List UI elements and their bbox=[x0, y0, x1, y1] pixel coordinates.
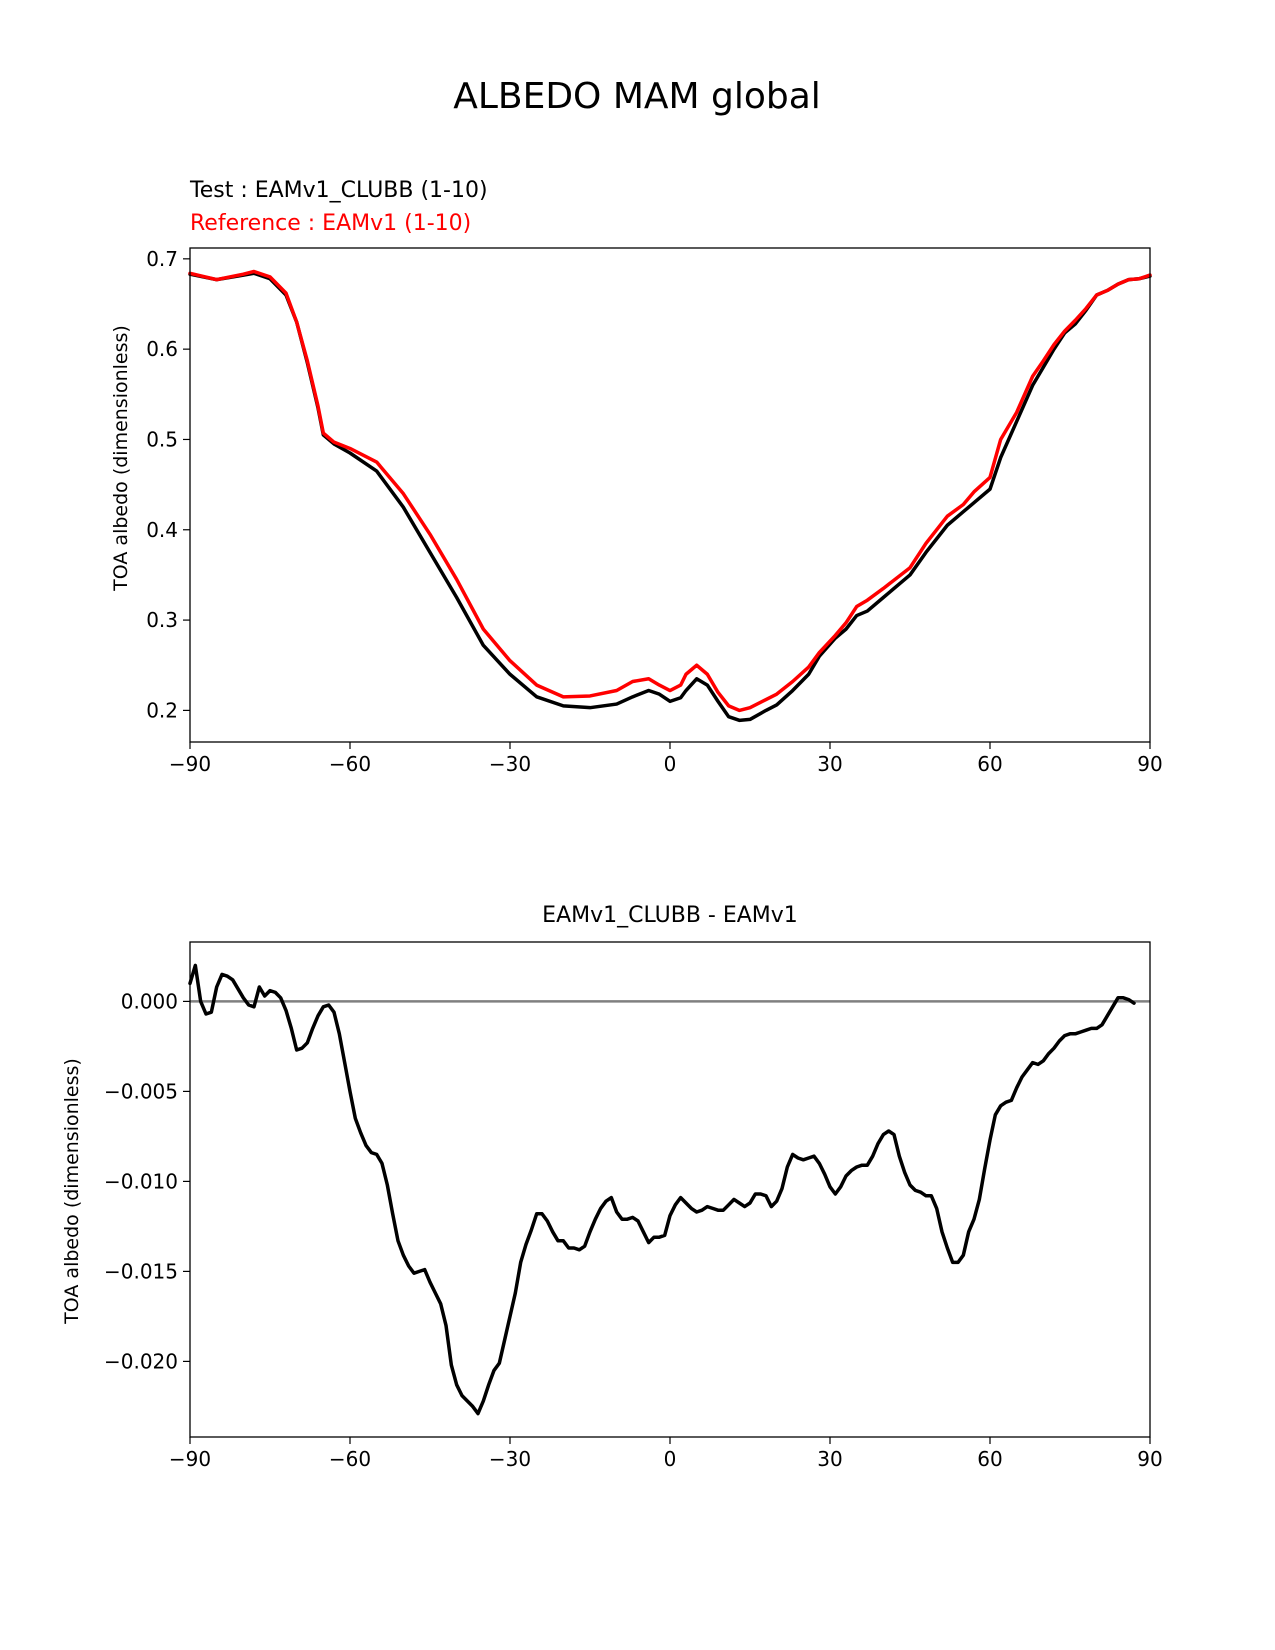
top-xtick-label: −30 bbox=[489, 752, 531, 776]
bottom-xtick-label: −30 bbox=[489, 1447, 531, 1471]
top-xtick-label: 90 bbox=[1137, 752, 1162, 776]
bottom-ytick-label: −0.020 bbox=[104, 1349, 178, 1373]
bottom-ytick-label: 0.000 bbox=[121, 989, 178, 1013]
top-ytick-label: 0.6 bbox=[146, 337, 178, 361]
bottom-xtick-label: 60 bbox=[977, 1447, 1002, 1471]
top-panel: Test : EAMv1_CLUBB (1-10) Reference : EA… bbox=[110, 178, 1163, 776]
bottom-xtick-label: 0 bbox=[664, 1447, 677, 1471]
top-xtick-label: 30 bbox=[817, 752, 842, 776]
top-xtick-label: −90 bbox=[169, 752, 211, 776]
bottom-series-line-0 bbox=[188, 963, 1136, 1416]
top-ytick-label: 0.7 bbox=[146, 247, 178, 271]
top-series-line-0 bbox=[188, 271, 1152, 723]
bottom-xtick-label: −90 bbox=[169, 1447, 211, 1471]
bottom-xtick-label: 30 bbox=[817, 1447, 842, 1471]
legend-test-label: Test : EAMv1_CLUBB (1-10) bbox=[189, 178, 488, 203]
bottom-ylabel: TOA albedo (dimensionless) bbox=[61, 1058, 83, 1325]
top-ytick-label: 0.4 bbox=[146, 518, 178, 542]
bottom-ytick-label: −0.015 bbox=[104, 1259, 178, 1283]
top-series-line-1 bbox=[188, 269, 1152, 713]
bottom-ytick-label: −0.010 bbox=[104, 1169, 178, 1193]
top-xtick-label: 0 bbox=[664, 752, 677, 776]
legend-reference-label: Reference : EAMv1 (1-10) bbox=[190, 211, 471, 236]
bottom-ytick-label: −0.005 bbox=[104, 1079, 178, 1103]
top-xtick-label: 60 bbox=[977, 752, 1002, 776]
top-ytick-label: 0.2 bbox=[146, 698, 178, 722]
top-plot-area: −90 −60 −30 0 30 60 90 0.2 0.3 0.4 0.5 0.6 0.7 bbox=[146, 247, 1163, 776]
bottom-title: EAMv1_CLUBB - EAMv1 bbox=[542, 903, 798, 928]
top-ytick-label: 0.3 bbox=[146, 608, 178, 632]
top-axes-frame bbox=[189, 247, 1151, 743]
bottom-xtick-label: −60 bbox=[329, 1447, 371, 1471]
top-xtick-label: −60 bbox=[329, 752, 371, 776]
bottom-panel: EAMv1_CLUBB - EAMv1 TOA albedo (dimensio… bbox=[61, 903, 1163, 1471]
figure-title: ALBEDO MAM global bbox=[453, 76, 821, 117]
top-ylabel: TOA albedo (dimensionless) bbox=[110, 325, 132, 592]
top-ytick-label: 0.5 bbox=[146, 427, 178, 451]
bottom-plot-area: −90 −60 −30 0 30 60 90 0.000 −0.005 −0.010 −0.015 −… bbox=[104, 941, 1163, 1471]
bottom-xtick-label: 90 bbox=[1137, 1447, 1162, 1471]
